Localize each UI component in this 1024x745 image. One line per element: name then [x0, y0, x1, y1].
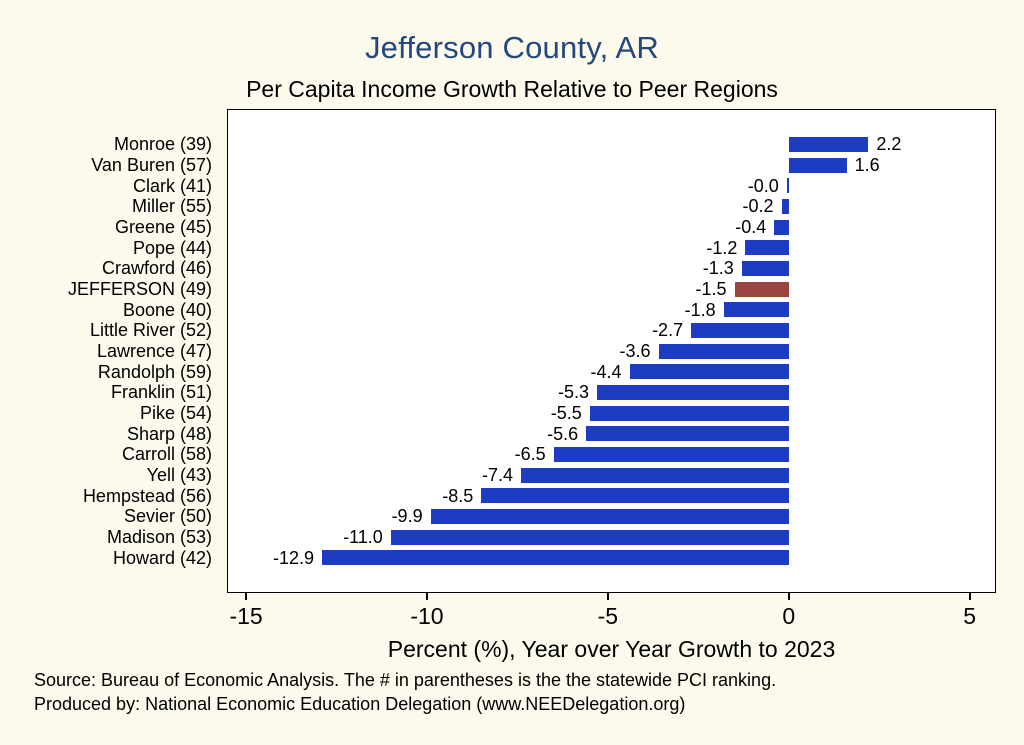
- bar: [741, 260, 789, 276]
- x-tick: [425, 592, 428, 600]
- bar-value-label: -4.4: [590, 361, 622, 382]
- bar-value-label: -0.2: [742, 196, 774, 217]
- bar-value-label: -7.4: [482, 465, 514, 485]
- bar-value-label: 1.6: [854, 155, 880, 175]
- bar: [781, 198, 789, 214]
- bar: [658, 343, 789, 359]
- y-axis-label: Carroll (58): [121, 444, 212, 465]
- x-tick-label: -15: [229, 603, 263, 629]
- x-tick: [787, 592, 790, 600]
- bar-value-label: -8.5: [442, 485, 474, 506]
- bar: [691, 322, 789, 338]
- bar: [723, 302, 789, 318]
- bar: [734, 281, 789, 297]
- y-axis-label: Pope (44): [132, 237, 212, 258]
- bar: [629, 364, 789, 380]
- x-tick: [606, 592, 609, 600]
- bar-value-label: -11.0: [343, 527, 383, 547]
- bar: [589, 405, 789, 421]
- y-axis-label: JEFFERSON (49): [67, 279, 212, 299]
- bar-value-label: -5.6: [547, 423, 579, 444]
- y-axis-label: Randolph (59): [97, 361, 212, 382]
- bar-value-label: -2.7: [652, 320, 684, 341]
- bar-value-label: -1.5: [695, 279, 727, 299]
- source-note: Source: Bureau of Economic Analysis. The…: [34, 670, 777, 690]
- chart-title: Jefferson County, AR: [364, 30, 660, 65]
- y-axis-label: Franklin (51): [110, 382, 212, 403]
- bar: [786, 178, 789, 194]
- bar: [430, 508, 789, 524]
- y-axis-label: Monroe (39): [113, 134, 212, 155]
- bar: [597, 384, 789, 400]
- bar-value-label: -5.3: [557, 382, 590, 403]
- y-axis-label: Crawford (46): [101, 258, 212, 279]
- x-tick: [245, 592, 248, 600]
- bar-value-label: -1.2: [706, 237, 738, 258]
- y-axis-label: Hempstead (56): [82, 485, 212, 506]
- x-tick-label: -10: [410, 603, 444, 629]
- y-axis-label: Van Buren (57): [91, 155, 212, 175]
- bar-value-label: -0.4: [735, 217, 767, 237]
- bar: [788, 157, 847, 173]
- bar-value-label: -1.8: [684, 299, 716, 320]
- y-axis-label: Little River (52): [89, 320, 212, 341]
- bar: [788, 136, 869, 152]
- bar: [521, 467, 789, 483]
- bar-value-label: -0.0: [747, 175, 779, 196]
- y-axis-label: Sevier (50): [123, 506, 212, 527]
- y-axis-label: Boone (40): [122, 299, 212, 320]
- bar: [481, 488, 789, 504]
- chart-subtitle: Per Capita Income Growth Relative to Pee…: [246, 76, 778, 102]
- bar-value-label: 2.2: [876, 134, 902, 155]
- bar-value-label: -6.5: [514, 444, 546, 465]
- y-axis-label: Greene (45): [114, 217, 212, 237]
- bar-value-label: -3.6: [619, 341, 651, 361]
- y-axis-label: Howard (42): [112, 547, 212, 568]
- bar-value-label: -1.3: [702, 258, 734, 279]
- y-axis-label: Sharp (48): [126, 423, 212, 444]
- y-axis-label: Clark (41): [132, 175, 212, 196]
- bar-value-label: -9.9: [391, 506, 423, 527]
- x-tick-label: 0: [782, 603, 796, 629]
- produced-note: Produced by: National Economic Education…: [34, 694, 686, 714]
- bar: [774, 219, 789, 235]
- bar-value-label: -5.5: [550, 403, 582, 423]
- x-tick-label: 5: [963, 603, 977, 629]
- y-axis-label: Yell (43): [146, 465, 212, 485]
- y-axis-label: Miller (55): [131, 196, 212, 217]
- bar: [553, 446, 789, 462]
- x-axis-title: Percent (%), Year over Year Growth to 20…: [387, 636, 836, 662]
- y-axis-label: Madison (53): [106, 527, 212, 547]
- x-tick-label: -5: [597, 603, 619, 629]
- y-axis-label: Pike (54): [139, 403, 212, 423]
- bar: [586, 426, 789, 442]
- y-axis-label: Lawrence (47): [96, 341, 212, 361]
- x-tick: [968, 592, 971, 600]
- bar: [390, 529, 789, 545]
- bar: [322, 550, 789, 566]
- footnotes: Source: Bureau of Economic Analysis. The…: [34, 668, 994, 716]
- bar-value-label: -12.9: [273, 547, 315, 568]
- bar: [745, 240, 789, 256]
